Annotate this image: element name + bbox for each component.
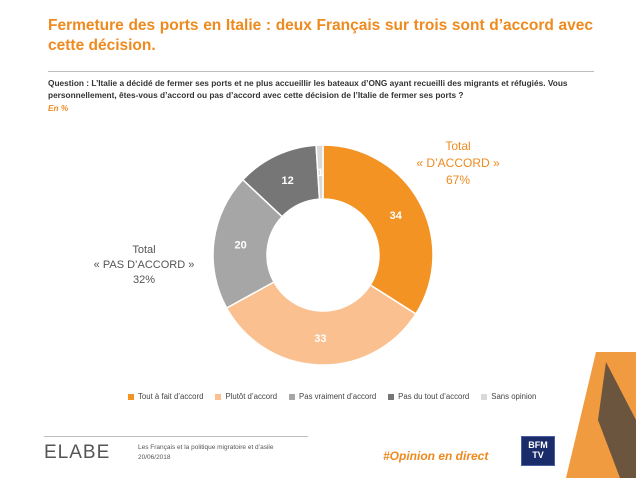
legend-label: Pas vraiment d’accord bbox=[299, 392, 377, 401]
total-accord-label: Total « D’ACCORD » 67% bbox=[400, 138, 516, 189]
legend-swatch bbox=[289, 393, 296, 400]
legend-item: Sans opinion bbox=[481, 392, 536, 401]
legend-swatch bbox=[481, 393, 488, 400]
chart-legend: Tout à fait d’accord Plutôt d’accord Pas v… bbox=[128, 392, 536, 401]
legend-item: Pas vraiment d’accord bbox=[289, 392, 376, 401]
legend-swatch bbox=[128, 393, 134, 400]
slice-value-label: 34 bbox=[390, 210, 403, 222]
survey-question: Question : L’Italie a décidé de fermer s… bbox=[48, 78, 568, 100]
elabe-logo: ELABE bbox=[44, 442, 111, 463]
slice-value-label: 33 bbox=[314, 333, 326, 345]
title-divider bbox=[48, 71, 594, 72]
total-pas-accord-line3: 32% bbox=[132, 274, 156, 286]
total-accord-line3: 67% bbox=[445, 173, 471, 187]
slice-value-label: 12 bbox=[282, 175, 294, 187]
total-accord-line2: « D’ACCORD » bbox=[416, 156, 500, 170]
unit-label: En % bbox=[48, 103, 69, 113]
legend-swatch bbox=[388, 393, 395, 400]
source-line-2: 20/06/2018 bbox=[138, 454, 171, 461]
legend-label: Tout à fait d’accord bbox=[138, 392, 204, 401]
legend-item: Pas du tout d’accord bbox=[388, 392, 469, 401]
footer-divider bbox=[44, 436, 308, 437]
donut-slice bbox=[225, 280, 417, 366]
legend-swatch bbox=[215, 393, 222, 400]
slice-value-label: 1 bbox=[317, 167, 323, 179]
bfm-tv-logo: BFM TV bbox=[521, 436, 555, 466]
donut-slice bbox=[322, 144, 434, 315]
total-pas-accord-label: Total « PAS D’ACCORD » 32% bbox=[84, 243, 204, 288]
total-accord-line1: Total bbox=[445, 139, 471, 153]
legend-label: Plutôt d’accord bbox=[225, 392, 278, 401]
source-line-1: Les Français et la politique migratoire … bbox=[138, 444, 274, 451]
donut-slice bbox=[315, 144, 324, 200]
page-title: Fermeture des ports en Italie : deux Fra… bbox=[48, 17, 593, 54]
legend-label: Sans opinion bbox=[491, 392, 537, 401]
slice-value-label: 20 bbox=[235, 240, 247, 252]
legend-label: Pas du tout d’accord bbox=[398, 392, 470, 401]
source-note: Les Français et la politique migratoire … bbox=[138, 443, 273, 463]
hashtag-label: #Opinion en direct bbox=[383, 449, 489, 463]
legend-item: Tout à fait d’accord bbox=[128, 392, 203, 401]
total-pas-accord-line1: Total bbox=[132, 244, 156, 256]
legend-item: Plutôt d’accord bbox=[215, 392, 277, 401]
total-pas-accord-line2: « PAS D’ACCORD » bbox=[93, 259, 195, 271]
